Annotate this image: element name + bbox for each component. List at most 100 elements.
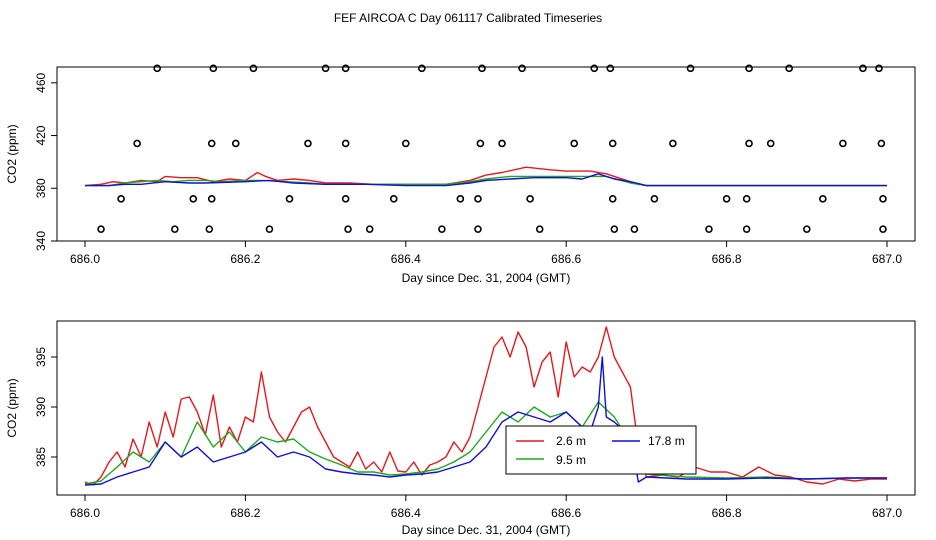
x-tick-label: 687.0 xyxy=(872,506,902,520)
calibration-point xyxy=(205,225,214,233)
calibration-point xyxy=(650,195,659,203)
calibration-point xyxy=(535,225,544,233)
calibration-point xyxy=(610,225,619,233)
figure-title: FEF AIRCOA C Day 061117 Calibrated Times… xyxy=(334,11,602,25)
bottom-plot-frame xyxy=(56,320,916,496)
calibration-point xyxy=(745,139,753,148)
calibration-point xyxy=(171,225,179,233)
calibration-point xyxy=(97,225,105,233)
calibration-point xyxy=(341,64,350,73)
x-tick-label: 687.0 xyxy=(872,252,902,266)
calibration-point xyxy=(879,225,887,233)
calibration-point xyxy=(705,225,713,233)
calibration-point xyxy=(231,139,240,148)
calibration-point xyxy=(478,64,486,73)
top-x-axis: 686.0 686.2 686.4 686.6 686.8 687.0 xyxy=(70,241,902,266)
y-tick-label: 460 xyxy=(34,72,48,92)
calibration-point xyxy=(456,195,465,203)
calibration-point xyxy=(630,225,639,233)
series-line-2.6m xyxy=(84,326,887,486)
y-tick-label: 340 xyxy=(34,231,48,251)
top-panel: 686.0 686.2 686.4 686.6 686.8 687.0 340 380 420… xyxy=(5,64,916,285)
calibration-point xyxy=(608,195,617,203)
series-line-17.8m xyxy=(85,173,887,187)
calibration-point xyxy=(722,195,731,203)
x-tick-label: 686.0 xyxy=(70,252,100,266)
calibration-point xyxy=(608,139,617,148)
legend-label-17.8m: 17.8 m xyxy=(648,434,685,448)
calibration-point xyxy=(133,139,141,148)
calibration-point xyxy=(686,64,695,73)
x-tick-label: 686.0 xyxy=(70,506,100,520)
calibration-point xyxy=(742,195,751,203)
bottom-y-axis: 385 390 395 xyxy=(34,347,57,467)
y-tick-label: 420 xyxy=(34,125,48,145)
bottom-y-label: CO2 (ppm) xyxy=(5,378,19,437)
calibration-point xyxy=(498,139,506,148)
top-plot-frame xyxy=(56,66,916,242)
top-series-group xyxy=(84,64,887,233)
bottom-series-group xyxy=(84,326,887,486)
x-tick-label: 686.6 xyxy=(551,506,581,520)
calibration-point xyxy=(207,195,216,203)
calibration-point xyxy=(117,195,125,203)
calibration-point xyxy=(418,64,426,73)
y-tick-label: 385 xyxy=(34,447,48,467)
calibration-point xyxy=(669,139,677,148)
y-tick-label: 390 xyxy=(34,397,48,417)
x-tick-label: 686.4 xyxy=(391,506,421,520)
bottom-panel: 686.0 686.2 686.4 686.6 686.8 687.0 385 390 395… xyxy=(5,320,916,537)
x-tick-label: 686.2 xyxy=(230,252,260,266)
bottom-x-axis: 686.0 686.2 686.4 686.6 686.8 687.0 xyxy=(70,495,902,520)
top-x-label: Day since Dec. 31, 2004 (GMT) xyxy=(402,271,571,285)
calibration-point xyxy=(590,64,599,73)
calibration-point xyxy=(401,139,410,148)
calibration-point xyxy=(570,139,579,148)
calibration-point xyxy=(389,195,398,203)
calibration-point xyxy=(474,225,482,233)
calibration-point xyxy=(877,139,886,148)
calibration-point xyxy=(859,64,867,73)
calibration-point xyxy=(153,64,161,73)
x-tick-label: 686.8 xyxy=(712,252,742,266)
calibration-point xyxy=(365,225,374,233)
x-tick-label: 686.8 xyxy=(712,506,742,520)
calibration-point xyxy=(189,195,198,203)
calibration-point xyxy=(875,64,883,73)
calibration-point xyxy=(207,139,216,148)
calibration-point xyxy=(341,139,350,148)
calibration-point xyxy=(474,195,482,203)
calibration-point xyxy=(766,139,775,148)
legend-label-2.6m: 2.6 m xyxy=(556,434,586,448)
calibration-point xyxy=(249,64,258,73)
legend-label-9.5m: 9.5 m xyxy=(556,453,586,467)
calibration-point xyxy=(745,64,753,73)
x-tick-label: 686.4 xyxy=(391,252,421,266)
calibration-point xyxy=(321,64,330,73)
calibration-point xyxy=(265,225,274,233)
calibration-point xyxy=(839,139,847,148)
calibration-point xyxy=(819,195,827,203)
calibration-point xyxy=(341,195,350,203)
top-y-axis: 340 380 420 460 xyxy=(34,72,57,251)
calibration-point xyxy=(209,64,218,73)
calibration-point xyxy=(438,225,446,233)
calibration-point xyxy=(476,139,485,148)
calibration-point xyxy=(742,225,751,233)
calibration-point xyxy=(802,225,811,233)
calibration-point xyxy=(344,225,352,233)
legend: 2.6 m 9.5 m 17.8 m xyxy=(505,425,697,475)
calibration-point xyxy=(606,64,615,73)
x-tick-label: 686.2 xyxy=(230,506,260,520)
y-tick-label: 395 xyxy=(34,347,48,367)
calibration-point xyxy=(518,64,526,73)
calibration-point xyxy=(285,195,294,203)
calibration-point xyxy=(879,195,887,203)
top-y-label: CO2 (ppm) xyxy=(5,124,19,183)
calibration-point xyxy=(526,195,534,203)
y-tick-label: 380 xyxy=(34,178,48,198)
calibration-point xyxy=(785,64,793,73)
calibration-point xyxy=(304,139,312,148)
legend-box xyxy=(505,425,697,475)
